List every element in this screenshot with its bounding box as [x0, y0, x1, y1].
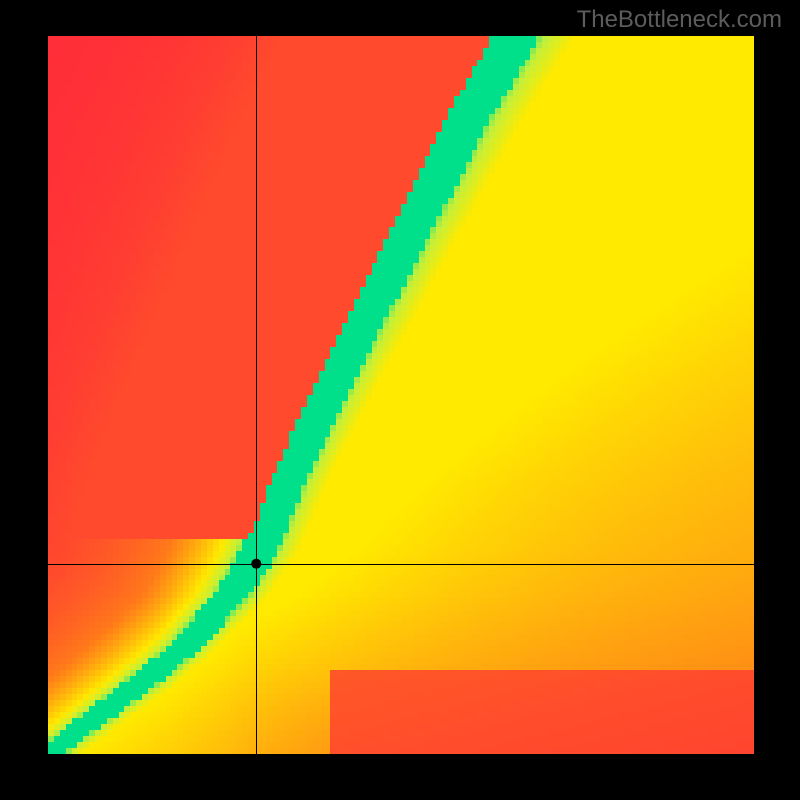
figure-container: TheBottleneck.com: [0, 0, 800, 800]
watermark-text: TheBottleneck.com: [577, 6, 782, 34]
heatmap-canvas: [0, 0, 800, 800]
